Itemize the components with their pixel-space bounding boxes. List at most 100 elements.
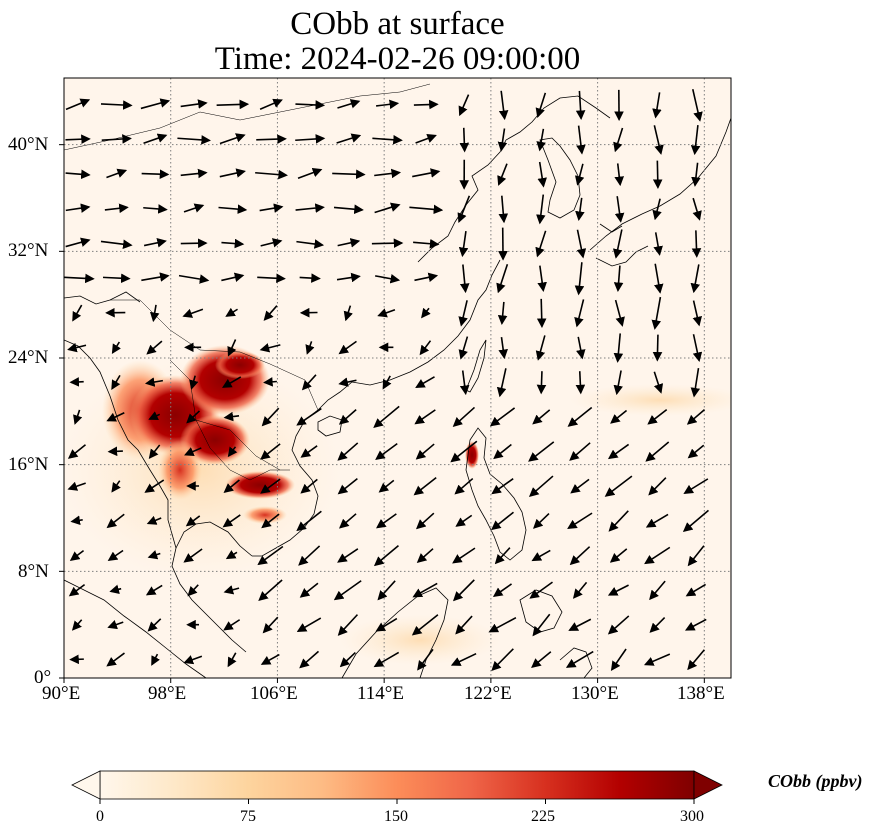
wind-arrow bbox=[373, 405, 400, 428]
coastline-sumatra bbox=[64, 579, 207, 678]
wind-arrow bbox=[68, 583, 86, 597]
map-time-subtitle: Time: 2024-02-26 09:00:00 bbox=[214, 41, 581, 77]
wind-arrow bbox=[455, 514, 473, 527]
wind-arrow bbox=[643, 653, 671, 666]
wind-arrow bbox=[565, 650, 594, 668]
wind-arrow bbox=[532, 613, 551, 637]
wind-arrow bbox=[373, 544, 399, 567]
wind-arrow bbox=[343, 305, 353, 322]
border-china-south bbox=[110, 299, 319, 411]
wind-arrow bbox=[255, 169, 288, 180]
wind-arrow bbox=[536, 298, 547, 329]
wind-arrow bbox=[653, 371, 664, 394]
wind-arrow bbox=[333, 580, 362, 601]
wind-arrow bbox=[528, 475, 554, 497]
coastline-hainan bbox=[317, 415, 343, 437]
wind-arrow bbox=[143, 133, 168, 144]
wind-arrow bbox=[651, 296, 662, 330]
wind-arrow bbox=[496, 264, 509, 294]
wind-arrow bbox=[529, 581, 553, 599]
wind-arrow bbox=[537, 161, 547, 188]
coastline-bay-of-bengal bbox=[64, 291, 141, 305]
wind-arrow bbox=[222, 514, 241, 528]
lat-tick-label: 32°N bbox=[8, 240, 49, 261]
wind-arrow bbox=[610, 409, 628, 424]
wind-arrow bbox=[65, 203, 91, 213]
wind-arrow bbox=[141, 272, 170, 282]
wind-arrow bbox=[144, 479, 165, 493]
wind-arrow bbox=[180, 99, 208, 109]
wind-arrow bbox=[65, 98, 91, 111]
wind-arrow bbox=[338, 377, 357, 387]
coastline-borneo bbox=[341, 587, 449, 678]
wind-arrow bbox=[147, 550, 161, 560]
wind-arrow bbox=[184, 447, 202, 456]
wind-arrow bbox=[227, 446, 238, 458]
coastline-philippines bbox=[465, 427, 527, 561]
wind-arrow bbox=[455, 615, 473, 635]
wind-arrow bbox=[413, 99, 439, 110]
wind-arrow bbox=[682, 509, 709, 533]
border-china-mongolia bbox=[64, 83, 431, 151]
wind-arrow bbox=[106, 513, 125, 529]
wind-arrow bbox=[409, 204, 444, 215]
wind-arrow bbox=[263, 377, 277, 387]
wind-arrow bbox=[575, 197, 585, 222]
wind-arrow bbox=[106, 412, 125, 422]
wind-arrow bbox=[183, 548, 203, 563]
wind-arrow bbox=[692, 197, 702, 221]
wind-arrow bbox=[65, 169, 91, 180]
colorbar-tick-label: 300 bbox=[680, 808, 704, 825]
lat-tick-label: 40°N bbox=[8, 134, 49, 155]
wind-arrow bbox=[223, 585, 240, 595]
wind-arrow bbox=[262, 616, 279, 634]
wind-arrow bbox=[653, 263, 664, 294]
wind-arrow bbox=[575, 90, 586, 121]
wind-arrow bbox=[372, 134, 403, 145]
wind-arrow bbox=[111, 374, 121, 390]
lat-tick-label: 0° bbox=[34, 667, 52, 688]
wind-arrow bbox=[684, 618, 707, 631]
coastline-gulf-thailand bbox=[171, 521, 253, 653]
wind-arrow bbox=[382, 375, 392, 390]
wind-arrow bbox=[100, 100, 133, 110]
wind-arrow bbox=[645, 441, 670, 462]
wind-arrow bbox=[295, 203, 325, 213]
wind-arrow bbox=[111, 341, 122, 355]
wind-arrow bbox=[259, 203, 284, 213]
wind-arrow bbox=[459, 264, 470, 294]
lon-tick-label: 122°E bbox=[464, 683, 512, 704]
colorbar-tick-label: 0 bbox=[96, 808, 104, 825]
wind-arrow bbox=[260, 443, 281, 460]
wind-arrow bbox=[497, 301, 508, 325]
wind-arrow bbox=[177, 135, 211, 145]
wind-arrow bbox=[533, 512, 550, 529]
wind-arrow bbox=[298, 545, 321, 566]
wind-arrow bbox=[574, 262, 585, 296]
wind-arrow bbox=[339, 513, 357, 529]
wind-arrow bbox=[141, 169, 170, 179]
wind-arrow bbox=[607, 615, 630, 635]
wind-arrow bbox=[67, 444, 86, 459]
map-frame bbox=[63, 77, 732, 679]
wind-arrow bbox=[414, 409, 436, 425]
wind-arrow bbox=[612, 229, 623, 259]
wind-arrow bbox=[498, 90, 509, 121]
wind-vectors bbox=[64, 88, 709, 672]
wind-arrow bbox=[147, 618, 162, 632]
wind-arrow bbox=[373, 651, 400, 668]
wind-arrow bbox=[691, 88, 703, 122]
wind-arrow bbox=[260, 238, 283, 248]
wind-arrow bbox=[532, 409, 551, 425]
wind-arrow bbox=[223, 619, 241, 631]
lat-tick-label: 24°N bbox=[8, 347, 49, 368]
wind-arrow bbox=[300, 445, 318, 458]
colorbar-tick-label: 225 bbox=[531, 808, 555, 825]
wind-arrow bbox=[576, 229, 587, 259]
wind-arrow bbox=[337, 548, 359, 563]
wind-arrow bbox=[536, 371, 547, 395]
wind-arrow bbox=[567, 406, 593, 427]
wind-arrow bbox=[574, 163, 585, 186]
wind-arrow bbox=[183, 655, 203, 665]
wind-arrow bbox=[489, 407, 516, 427]
